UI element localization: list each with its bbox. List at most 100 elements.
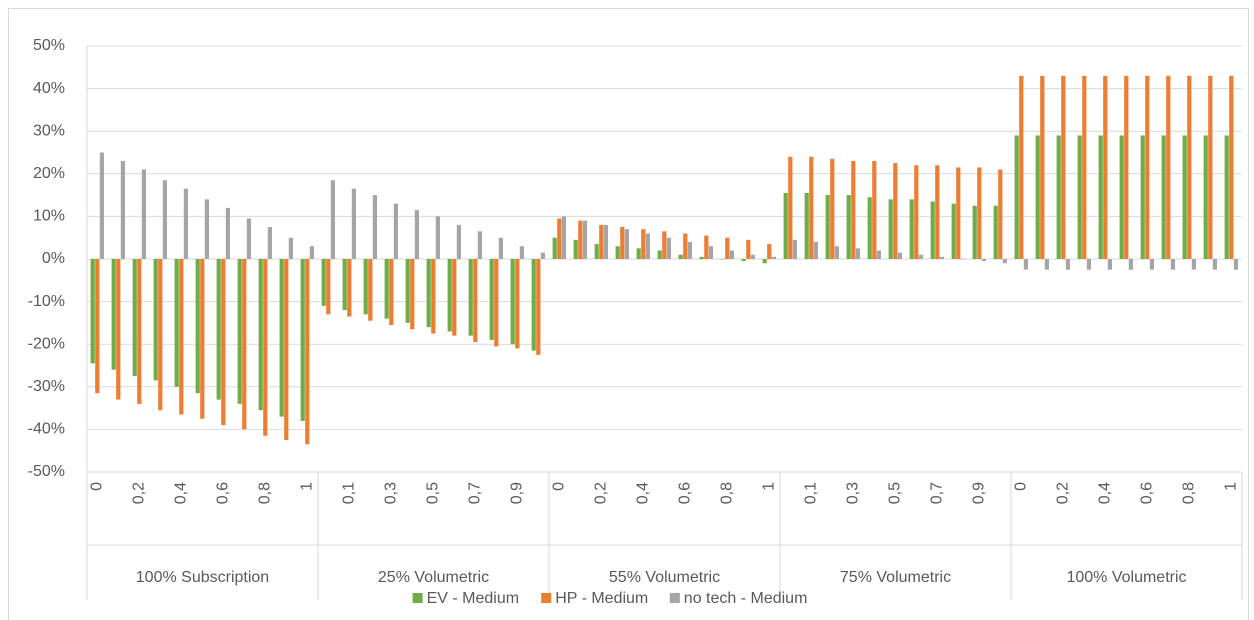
bar: [1040, 75, 1045, 259]
bar: [237, 259, 242, 404]
bar: [99, 152, 104, 259]
bar: [531, 259, 536, 351]
bar: [876, 250, 881, 259]
y-tick-label: -20%: [28, 335, 65, 352]
x-tick-label: 0,7: [467, 482, 484, 504]
bar: [414, 210, 419, 259]
bar: [132, 259, 137, 377]
bar: [489, 259, 494, 340]
bar: [1061, 75, 1066, 259]
bar: [90, 259, 95, 364]
bar: [1128, 259, 1133, 270]
bar: [1065, 259, 1070, 270]
x-tick-label: 0,6: [1139, 482, 1156, 504]
y-tick-label: -10%: [28, 293, 65, 310]
bar: [599, 224, 604, 259]
bar: [683, 233, 688, 259]
bar: [405, 259, 410, 323]
bar: [977, 167, 982, 259]
x-tick-label: 0,8: [719, 482, 736, 504]
bar: [158, 259, 163, 411]
bar: [594, 244, 599, 259]
bar: [636, 248, 641, 259]
x-tick-label: 1: [761, 482, 778, 491]
bar: [1124, 75, 1129, 259]
bar: [242, 259, 247, 430]
bar: [783, 192, 788, 259]
bar: [1082, 75, 1087, 259]
x-tick-label: 0,2: [131, 482, 148, 504]
bar: [1044, 259, 1049, 270]
x-tick-label: 0,8: [257, 482, 274, 504]
bar: [1149, 259, 1154, 270]
bar: [1145, 75, 1150, 259]
bar: [477, 231, 482, 259]
bar: [498, 237, 503, 259]
y-tick-label: -50%: [28, 463, 65, 480]
bar: [225, 207, 230, 259]
group-label: 55% Volumetric: [609, 569, 720, 586]
bar: [1140, 135, 1145, 259]
bar: [267, 227, 272, 259]
x-tick-label: 0,6: [677, 482, 694, 504]
bar: [473, 259, 478, 343]
bar: [426, 259, 431, 328]
bar: [1107, 259, 1112, 270]
bar: [641, 229, 646, 259]
bar: [179, 259, 184, 415]
x-tick-label: 0,7: [929, 482, 946, 504]
bar: [1086, 259, 1091, 270]
bar: [95, 259, 100, 394]
bar: [1170, 259, 1175, 270]
bar: [813, 241, 818, 259]
bar: [1166, 75, 1171, 259]
x-tick-label: 0: [89, 482, 106, 491]
x-tick-label: 0,2: [593, 482, 610, 504]
bar: [1182, 135, 1187, 259]
bar: [834, 246, 839, 259]
bar: [792, 239, 797, 259]
bar: [573, 239, 578, 259]
group-label: 100% Volumetric: [1066, 569, 1186, 586]
bar: [741, 259, 746, 262]
bar: [452, 259, 457, 336]
bar: [972, 205, 977, 259]
bar: [200, 259, 205, 419]
bar: [582, 220, 587, 259]
bar: [1212, 259, 1217, 270]
bar: [347, 259, 352, 317]
bar: [279, 259, 284, 417]
bar: [447, 259, 452, 332]
bar: [1203, 135, 1208, 259]
x-tick-label: 0,4: [1097, 482, 1114, 504]
bar: [993, 205, 998, 259]
group-label: 75% Volumetric: [840, 569, 951, 586]
bar: [1161, 135, 1166, 259]
bar: [1224, 135, 1229, 259]
bar: [384, 259, 389, 319]
bar: [678, 254, 683, 259]
y-tick-label: 50%: [33, 37, 65, 54]
bar: [699, 256, 704, 259]
y-tick-label: 0%: [42, 250, 65, 267]
y-tick-label: 30%: [33, 122, 65, 139]
bar: [263, 259, 268, 436]
bar: [1035, 135, 1040, 259]
bar: [1098, 135, 1103, 259]
bar: [809, 156, 814, 259]
bar: [431, 259, 436, 334]
x-tick-label: 0,4: [173, 482, 190, 504]
legend-swatch: [669, 593, 680, 603]
x-tick-label: 0: [1013, 482, 1030, 491]
bar: [708, 246, 713, 259]
bar: [657, 250, 662, 259]
bar: [494, 259, 499, 347]
x-tick-label: 0,1: [341, 482, 358, 504]
bar: [767, 244, 772, 259]
bar: [956, 167, 961, 259]
bar: [305, 259, 310, 445]
bar: [930, 201, 935, 259]
bar: [330, 180, 335, 259]
x-tick-label: 0,8: [1181, 482, 1198, 504]
x-tick-label: 0,6: [215, 482, 232, 504]
